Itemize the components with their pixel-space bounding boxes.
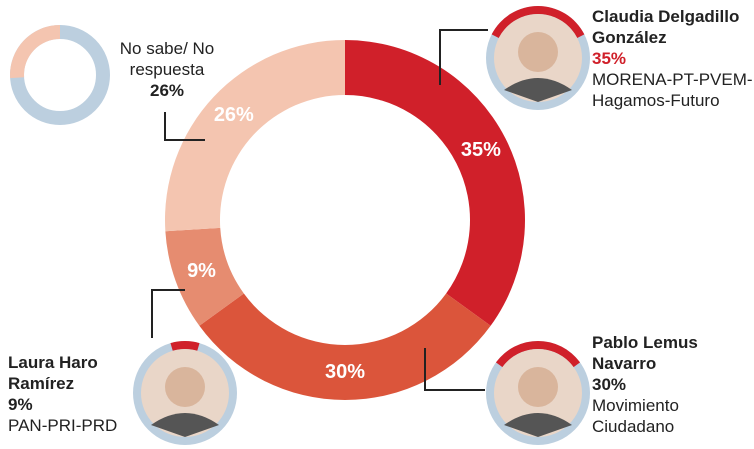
leader-line bbox=[151, 289, 185, 338]
annotation: Laura Haro Ramírez 9% PAN-PRI-PRD bbox=[8, 352, 128, 436]
segment-label: 9% bbox=[187, 260, 216, 282]
leader-line bbox=[424, 348, 485, 391]
photo-body bbox=[151, 413, 219, 437]
party: Movimiento Ciudadano bbox=[592, 396, 679, 436]
photo-head bbox=[518, 367, 558, 407]
segment-label: 26% bbox=[214, 104, 254, 126]
ring-share bbox=[491, 6, 585, 39]
photo-body bbox=[504, 413, 572, 437]
leader-line bbox=[439, 29, 488, 85]
segment-label: 35% bbox=[461, 139, 501, 161]
donut-segment bbox=[345, 40, 525, 326]
donut-segment bbox=[165, 40, 345, 232]
candidate-percent: 9% bbox=[8, 395, 33, 414]
annotation: Pablo Lemus Navarro 30% Movimiento Ciudada… bbox=[592, 332, 742, 437]
candidate-name: Claudia Delgadillo González bbox=[592, 7, 740, 47]
annotation: No sabe/ No respuesta 26% bbox=[112, 38, 222, 101]
segment-label: 30% bbox=[325, 361, 365, 383]
photo-body bbox=[504, 78, 572, 102]
candidate-name: Pablo Lemus Navarro bbox=[592, 333, 698, 373]
leader-line bbox=[164, 112, 205, 141]
annotation: Claudia Delgadillo González 35% MORENA-PT-… bbox=[592, 6, 754, 111]
ring-share bbox=[495, 341, 581, 368]
donut-segment bbox=[165, 227, 244, 326]
candidate-name: No sabe/ No respuesta bbox=[119, 39, 215, 79]
candidate-percent: 30% bbox=[592, 375, 627, 394]
candidate-percent: 26% bbox=[149, 81, 185, 100]
party: PAN-PRI-PRD bbox=[8, 416, 118, 435]
ring-share bbox=[170, 341, 200, 351]
photo-head bbox=[165, 367, 205, 407]
donut-segment bbox=[199, 293, 491, 401]
party: MORENA-PT-PVEM-Hagamos-Futuro bbox=[592, 70, 753, 110]
photo-head bbox=[518, 32, 558, 72]
candidate-name: Laura Haro Ramírez bbox=[8, 353, 98, 393]
ring-share bbox=[9, 25, 60, 79]
candidate-percent: 35% bbox=[592, 49, 627, 68]
